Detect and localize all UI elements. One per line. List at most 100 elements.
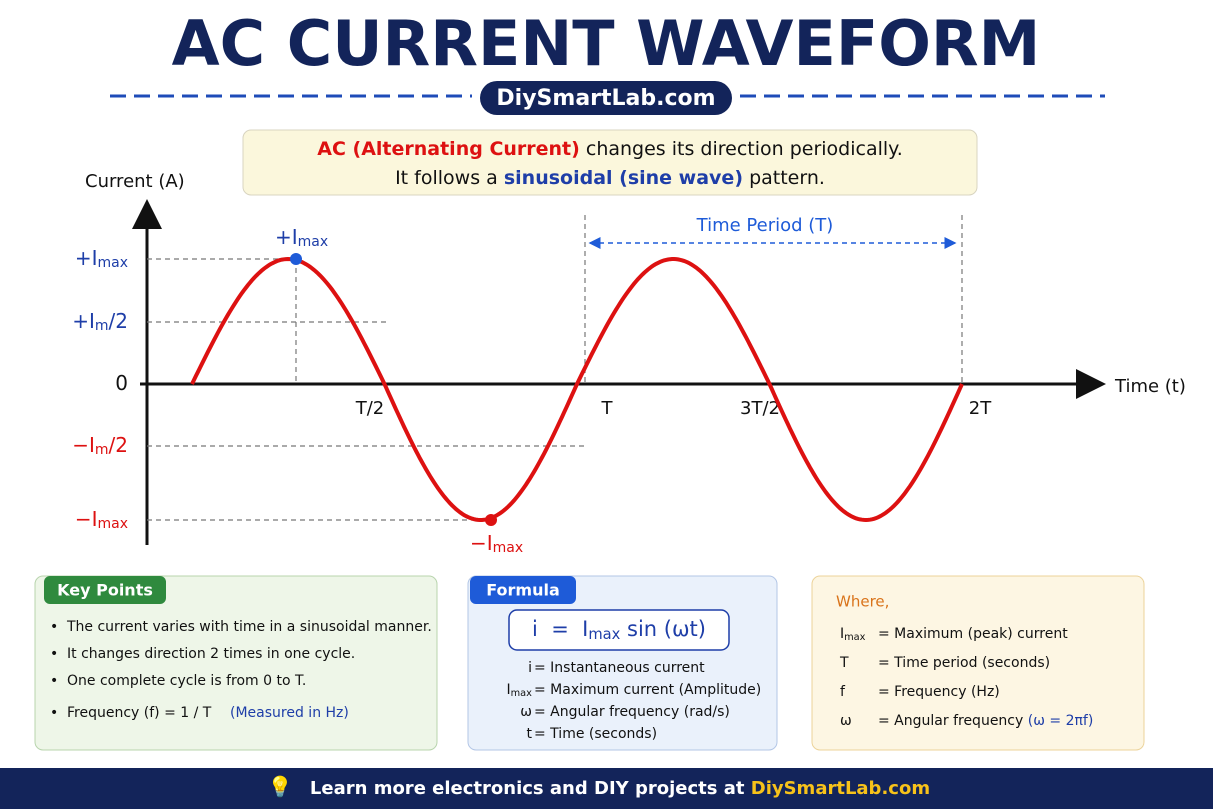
desc-text: = Angular frequency — [878, 713, 1023, 729]
eq-sub: max — [588, 626, 620, 643]
item: Frequency (f) = 1 / T — [67, 705, 212, 721]
peak-label: +Imax — [275, 225, 328, 251]
desc: = Angular frequency (ω = 2πf) — [878, 713, 1093, 729]
desc-text: = Maximum (peak) current — [878, 626, 1068, 642]
x-label: 2T — [969, 398, 992, 419]
symbol-text: I — [507, 682, 511, 698]
symbol-text: ω — [840, 713, 852, 729]
label-sub: max — [97, 516, 128, 532]
x-label: T — [601, 398, 614, 419]
symbol: ω — [840, 713, 852, 729]
title: AC CURRENT WAVEFORM — [172, 7, 1041, 80]
label-sub: max — [97, 255, 128, 271]
symbol-text: ω — [520, 704, 532, 720]
symbol: ω — [520, 704, 532, 720]
site: DiySmartLab.com — [496, 86, 715, 111]
trough-dot — [485, 514, 497, 526]
site-pill — [480, 81, 732, 115]
item: It changes direction 2 times in one cycl… — [67, 646, 355, 662]
link: DiySmartLab.com — [751, 778, 930, 799]
symbol-text: t — [527, 726, 533, 742]
text: It follows a — [395, 167, 498, 189]
label-sub: max — [298, 234, 329, 250]
desc: = Angular frequency (rad/s) — [534, 704, 730, 720]
desc: = Time period (seconds) — [878, 655, 1050, 671]
desc: = Maximum (peak) current — [878, 626, 1068, 642]
y-label: +Imax — [75, 246, 128, 272]
desc-text: = Frequency (Hz) — [878, 684, 1000, 700]
text: pattern. — [749, 167, 825, 189]
symbol-text: f — [840, 684, 846, 700]
y-label: +Im/2 — [72, 309, 128, 335]
box-title: Formula — [486, 581, 560, 600]
label: +I — [275, 225, 298, 249]
equation: i = Imax sin (ωt) — [532, 617, 706, 643]
eq-part: i = I — [532, 617, 588, 641]
highlight: sinusoidal (sine wave) — [504, 167, 743, 189]
symbol: i — [528, 660, 532, 676]
symbol-sub: max — [844, 632, 866, 643]
y-label: −Im/2 — [72, 433, 128, 459]
box-title: Key Points — [57, 581, 153, 600]
label: +I — [72, 309, 95, 333]
desc: = Time (seconds) — [534, 726, 657, 742]
where-box — [811, 575, 1145, 751]
footer — [0, 768, 1213, 809]
desc: = Instantaneous current — [534, 660, 705, 676]
x-label: T/2 — [355, 398, 385, 419]
x-axis-label: Time (t) — [1114, 376, 1186, 397]
symbol-text: i — [528, 660, 532, 676]
intro-box — [242, 129, 978, 196]
desc: = Maximum current (Amplitude) — [534, 682, 761, 698]
bullet: • — [50, 705, 58, 721]
key-points-box — [34, 575, 438, 751]
label-sub: m — [95, 318, 109, 334]
peak-dot — [290, 253, 302, 265]
label: +I — [75, 246, 98, 270]
y-axis-label: Current (A) — [85, 171, 185, 192]
item: The current varies with time in a sinuso… — [66, 619, 432, 635]
desc: = Frequency (Hz) — [878, 684, 1000, 700]
label-sub: m — [95, 442, 109, 458]
symbol: Imax — [507, 682, 533, 699]
trough-label: −Imax — [470, 531, 523, 557]
box-title: Where, — [836, 593, 889, 611]
graph: Current (A) Time (t) +Imax+Im/20−Im/2−Im… — [72, 171, 1186, 556]
period-label: Time Period (T) — [696, 215, 834, 236]
symbol: t — [527, 726, 533, 742]
symbol-text: I — [840, 626, 844, 642]
label: −I — [75, 507, 98, 531]
label: /2 — [109, 309, 128, 333]
label: 0 — [115, 371, 128, 395]
y-label: −Imax — [75, 507, 128, 533]
intro-line: It follows a sinusoidal (sine wave) patt… — [395, 167, 825, 189]
label: −I — [72, 433, 95, 457]
symbol: T — [839, 655, 849, 671]
desc-text: = Time period (seconds) — [878, 655, 1050, 671]
bullet: • — [50, 619, 58, 635]
symbol-text: T — [839, 655, 849, 671]
eq-part: sin (ωt) — [620, 617, 706, 641]
note: (ω = 2πf) — [1028, 713, 1094, 729]
bullet: • — [50, 673, 58, 689]
item: One complete cycle is from 0 to T. — [67, 673, 306, 689]
y-label: 0 — [115, 371, 128, 395]
text: Learn more electronics and DIY projects … — [310, 778, 745, 799]
note: (Measured in Hz) — [230, 705, 349, 721]
tab — [470, 576, 576, 604]
label-sub: max — [493, 540, 524, 556]
equation-box — [508, 609, 730, 651]
x-label: 3T/2 — [740, 398, 780, 419]
label: /2 — [109, 433, 128, 457]
symbol-sub: max — [511, 688, 533, 699]
bullet: • — [50, 646, 58, 662]
label: −I — [470, 531, 493, 555]
footer-text: Learn more electronics and DIY projects … — [310, 778, 930, 799]
sine-wave — [190, 256, 964, 523]
tab — [44, 576, 166, 604]
bulb-icon: 💡 — [268, 775, 293, 799]
highlight: AC (Alternating Current) — [317, 138, 580, 160]
symbol: Imax — [840, 626, 866, 643]
